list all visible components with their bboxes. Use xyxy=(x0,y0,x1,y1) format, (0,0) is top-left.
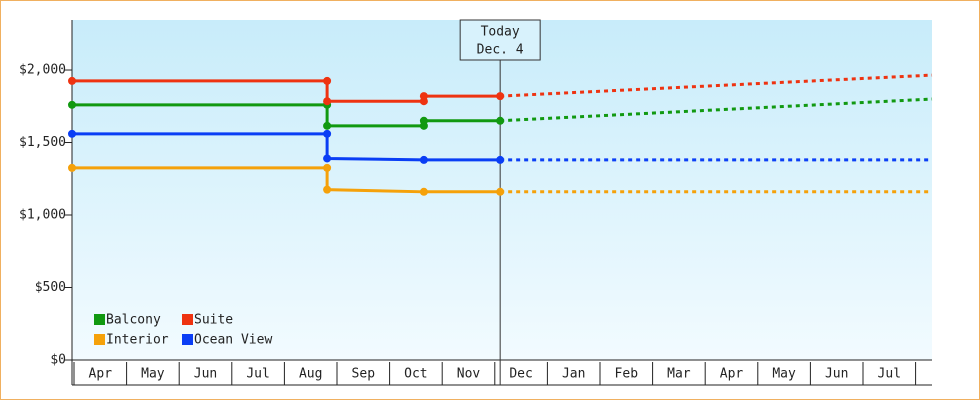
x-tick-label: Jun xyxy=(194,367,217,382)
legend-label: Suite xyxy=(194,313,233,328)
x-tick-label: Aug xyxy=(299,367,322,382)
y-tick-label: $1,500 xyxy=(19,135,66,150)
x-tick-label: Apr xyxy=(720,367,744,382)
today-label: Dec. 4 xyxy=(477,43,524,58)
today-label: Today xyxy=(481,25,520,40)
x-tick-label: Jul xyxy=(246,367,269,382)
legend-swatch xyxy=(182,314,193,325)
x-tick-label: Dec xyxy=(509,367,532,382)
x-tick-label: Jul xyxy=(878,367,901,382)
point xyxy=(496,187,505,196)
point xyxy=(68,129,76,138)
legend-swatch xyxy=(94,334,105,345)
point xyxy=(419,116,428,125)
legend-swatch xyxy=(182,334,193,345)
x-tick-label: Jun xyxy=(825,367,848,382)
x-tick-label: Apr xyxy=(89,367,113,382)
point xyxy=(323,97,332,106)
x-tick-label: Mar xyxy=(667,367,691,382)
point xyxy=(323,163,332,172)
y-tick-label: $500 xyxy=(35,280,66,295)
x-tick-label: May xyxy=(772,367,796,382)
today-box xyxy=(459,19,541,61)
y-tick-label: $2,000 xyxy=(19,63,66,78)
x-tick-label: Feb xyxy=(615,367,639,382)
legend-label: Ocean View xyxy=(194,333,272,348)
y-tick-label: $0 xyxy=(50,353,66,368)
legend-label: Interior xyxy=(106,333,169,348)
x-tick-label: May xyxy=(141,367,165,382)
point xyxy=(323,154,332,163)
x-tick-label: Nov xyxy=(457,367,481,382)
point xyxy=(323,121,332,130)
point xyxy=(323,185,332,194)
x-tick-label: Oct xyxy=(404,367,427,382)
point xyxy=(419,92,428,101)
point xyxy=(419,155,428,164)
point xyxy=(68,76,76,85)
legend-swatch xyxy=(94,314,105,325)
legend-label: Balcony xyxy=(106,313,161,328)
projection-line xyxy=(500,97,933,123)
point xyxy=(68,100,76,109)
x-tick-label: Jan xyxy=(562,367,585,382)
point xyxy=(68,163,76,172)
point xyxy=(496,116,505,125)
point xyxy=(323,76,332,85)
point xyxy=(496,92,505,101)
point xyxy=(323,129,332,138)
y-tick-label: $1,000 xyxy=(19,208,66,223)
series-line xyxy=(72,79,501,103)
series-line xyxy=(72,103,501,128)
projection-line xyxy=(500,73,933,98)
x-tick-label: Sep xyxy=(352,367,376,382)
point xyxy=(496,155,505,164)
point xyxy=(419,187,428,196)
